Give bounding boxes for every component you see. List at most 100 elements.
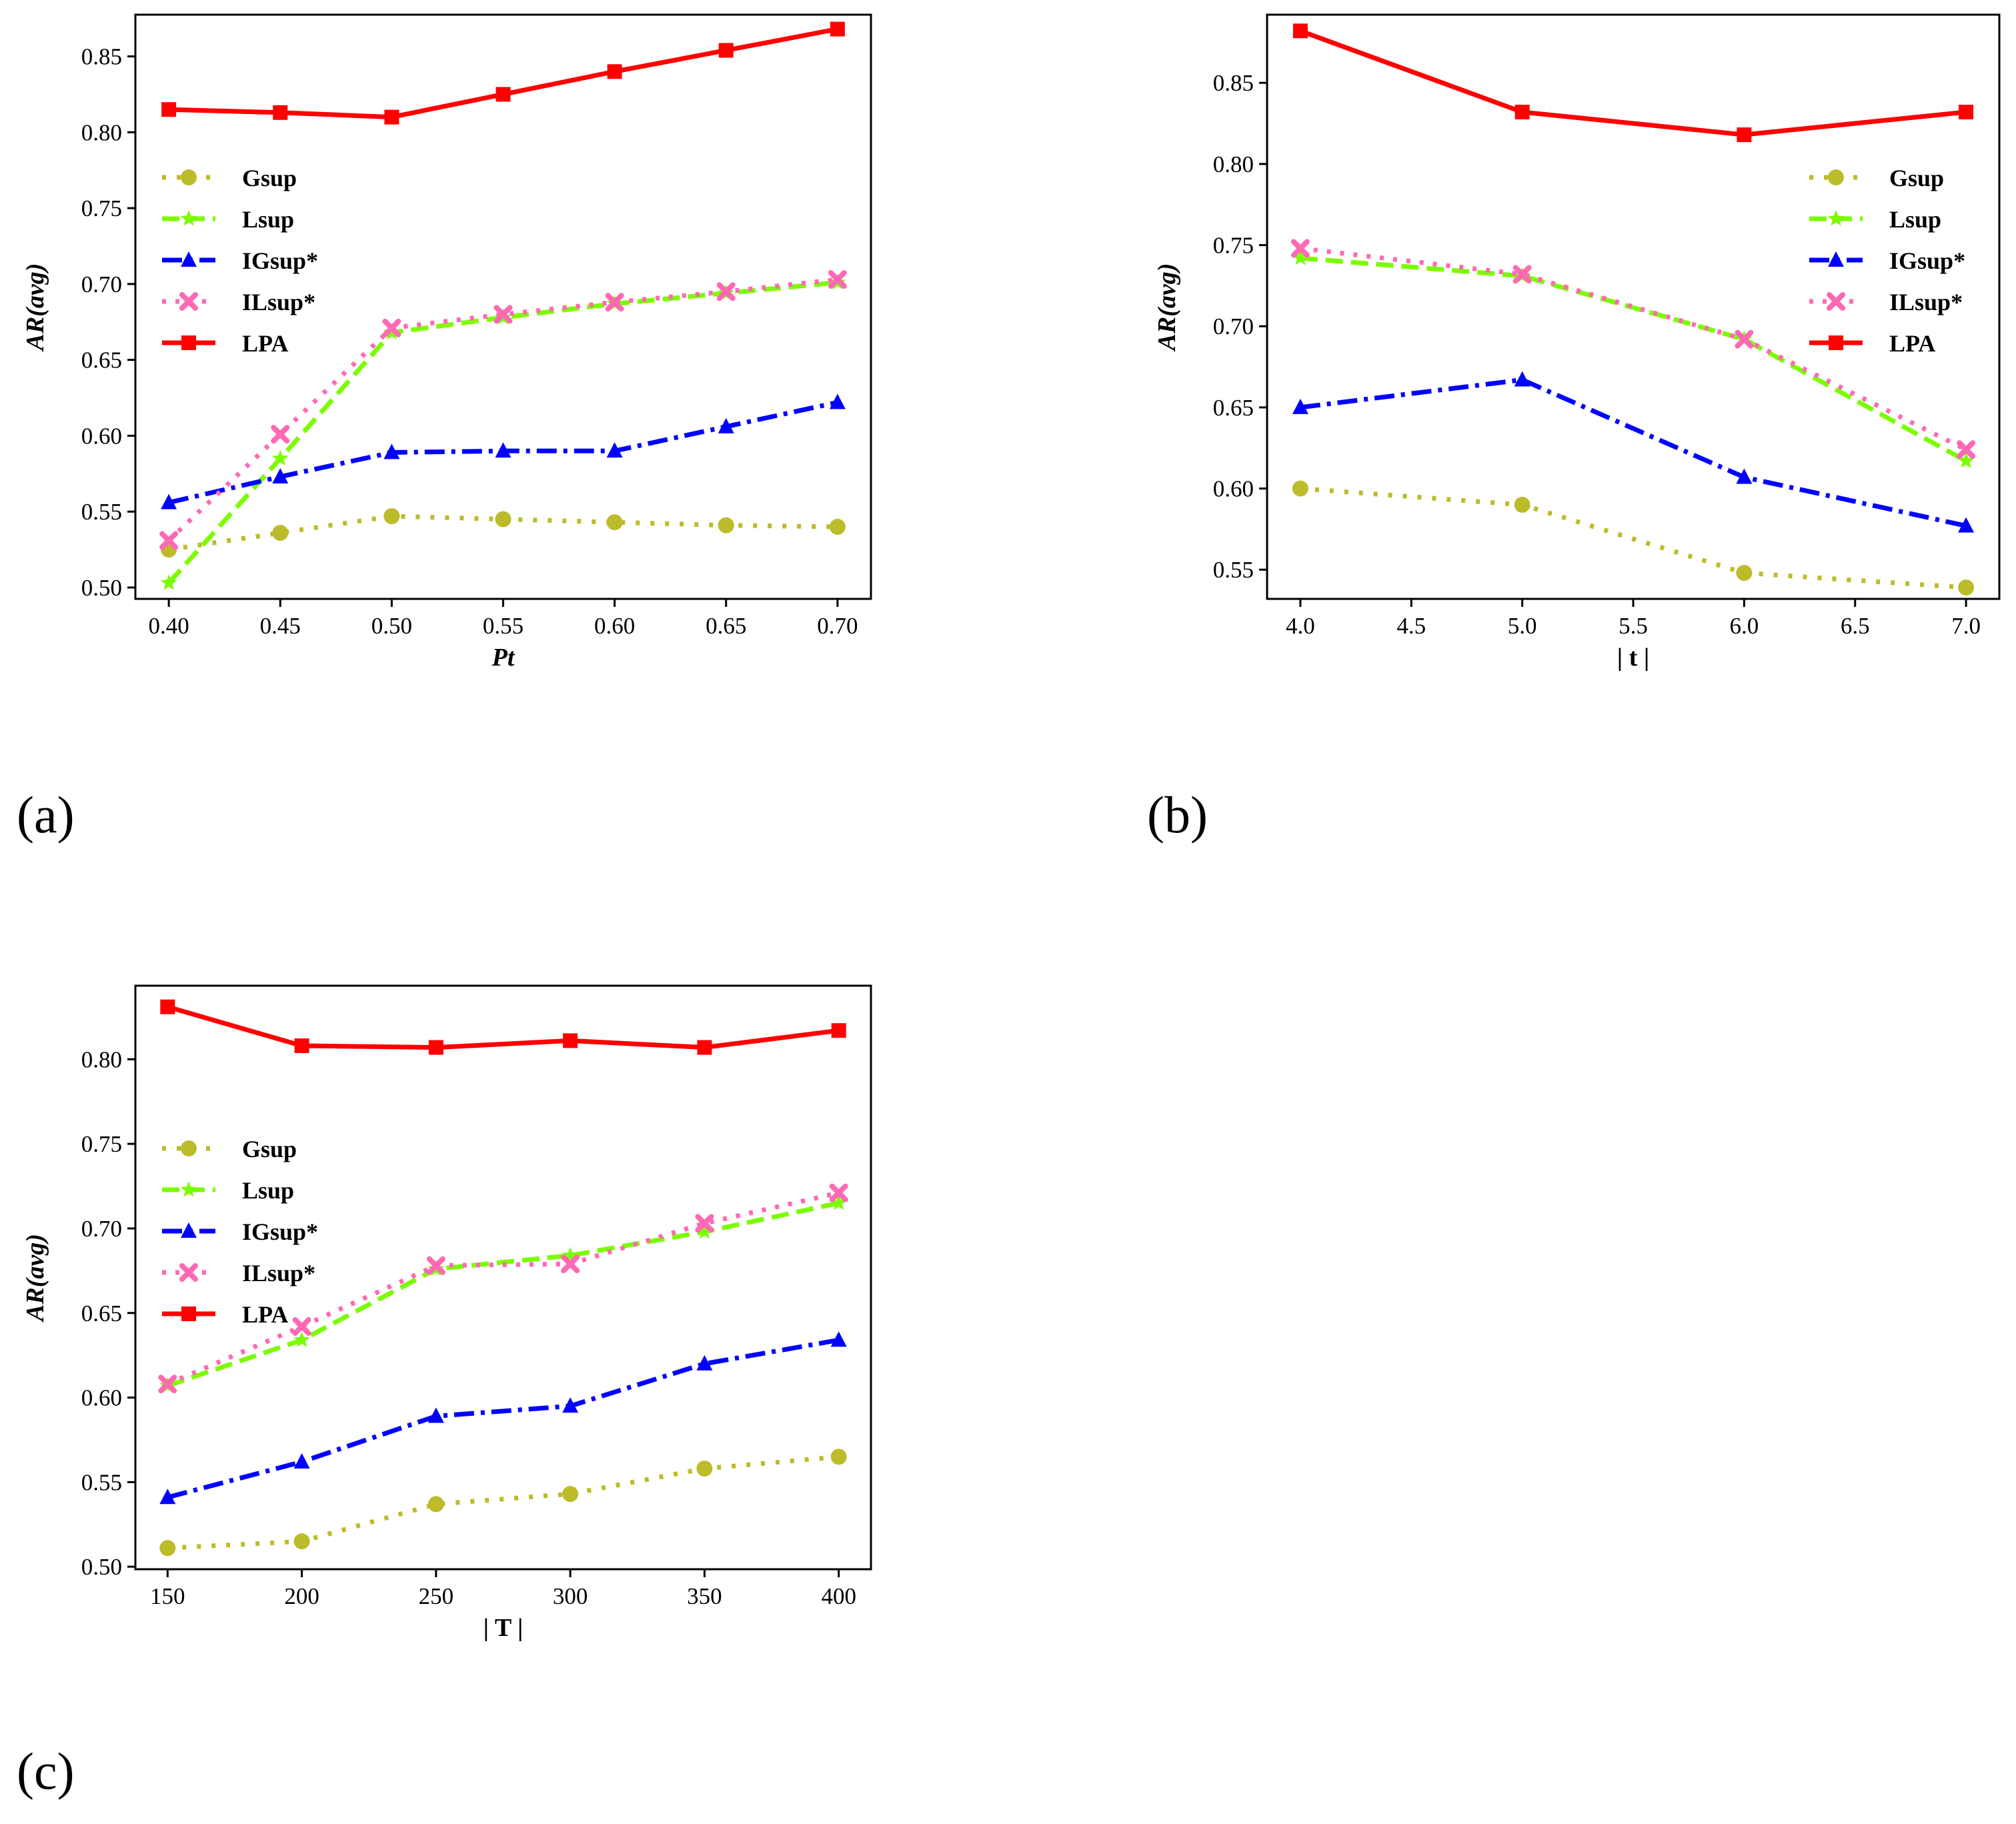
data-point-lpa [428,1040,443,1055]
legend-item-lpa: LPA [1809,330,1935,357]
legend-label: ILsup* [242,289,315,315]
legend-label: IGsup* [1889,247,1965,274]
legend-item-gsup: Gsup [1809,165,1944,191]
data-point-lsup [160,574,177,590]
data-point-lpa [161,102,177,117]
plot-frame [134,984,872,1571]
y-tick-label: 0.80 [81,1046,122,1072]
data-point-igsup-star [1292,398,1308,414]
data-point-ilsup-star [1290,239,1310,258]
series-line-lsup [167,280,838,585]
data-point-igsup-star [383,443,400,460]
data-point-gsup [495,511,512,528]
legend-marker [181,169,197,185]
data-point-ilsup-star [493,305,513,324]
y-axis-label: AR(avg) [1153,263,1181,352]
data-point-ilsup-star [292,1317,311,1336]
x-tick-label: 5.0 [1508,613,1537,639]
series-lpa [160,999,846,1055]
legend-label: Lsup [242,1177,294,1204]
legend-marker [179,292,198,311]
series-line-igsup-star [167,1337,840,1500]
data-point-ilsup-star [271,425,290,444]
x-tick-label: 400 [821,1583,856,1609]
x-tick-label: 7.0 [1951,613,1981,639]
chart-a: 0.40 0.45 0.50 0.55 0.60 0.65 0.70 0.50 0.55 0.60… [21,13,872,672]
series-igsup-star [1292,371,1975,533]
x-tick-label: 150 [150,1583,185,1609]
x-tick-label: 350 [687,1583,722,1609]
data-point-igsup-star [1514,371,1531,387]
series-line-gsup [167,1454,839,1551]
series-line-lpa [166,27,840,120]
legend-label: Gsup [1889,165,1944,191]
legend-label: Lsup [1889,206,1941,233]
data-point-igsup-star [606,442,623,458]
series-igsup-star [161,393,846,510]
legend-marker [181,335,196,350]
data-point-lpa [294,1038,309,1054]
x-tick-label: 0.50 [371,613,412,639]
data-point-igsup-star [696,1354,713,1371]
series-line-lsup [1300,255,1967,464]
legend-marker [181,1306,196,1321]
chart-c: 150 200 250 300 350 400 0.50 0.55 0.60 0.65 0.70 0.… [21,984,872,1642]
y-tick-label: 0.85 [81,44,122,70]
data-point-lsup [830,1194,848,1210]
legend-item-lsup: Lsup [162,206,294,233]
legend-item-igsup-star: IGsup* [1809,247,1965,274]
legend-marker [1827,210,1845,226]
data-point-lsup [696,1223,713,1239]
series-line-ilsup-star [166,1190,840,1387]
legend-item-lpa: LPA [162,330,288,357]
legend-marker [179,1263,198,1282]
data-point-gsup [383,508,400,524]
y-axis-label: AR(avg) [21,1234,49,1322]
x-axis-label: | T | [483,1614,524,1642]
y-tick-label: 0.55 [81,1469,122,1495]
data-point-ilsup-star [605,293,624,312]
data-point-gsup [427,1496,444,1513]
data-point-igsup-star [495,442,512,458]
data-point-lpa [273,105,288,120]
data-point-igsup-star [161,494,177,510]
legend-item-lsup: Lsup [1809,206,1941,233]
data-point-ilsup-star [159,531,179,550]
legend-marker [181,1140,197,1156]
legend-label: IGsup* [242,1218,318,1245]
data-point-lpa [1959,105,1974,119]
data-point-ilsup-star [828,270,847,289]
legend-label: Lsup [242,206,294,233]
y-tick-label: 0.55 [81,499,122,525]
data-point-igsup-star [427,1407,444,1423]
legend-item-ilsup-star: ILsup* [162,289,315,315]
data-point-lpa [495,87,511,102]
data-point-ilsup-star [716,282,736,301]
data-point-lsup [1292,249,1309,265]
data-point-lpa [1515,105,1530,119]
y-tick-label: 0.75 [81,1131,122,1157]
x-tick-label: 0.65 [706,613,746,639]
legend-item-igsup-star: IGsup* [162,247,318,274]
data-point-lpa [384,109,399,125]
series-gsup [1292,480,1975,596]
legend-item-ilsup-star: ILsup* [162,1260,315,1286]
y-tick-label: 0.50 [81,1554,122,1580]
series-line-gsup [1300,486,1967,590]
legend-item-gsup: Gsup [162,165,297,191]
legend-label: LPA [1889,330,1935,357]
legend-label: LPA [242,330,288,357]
data-point-igsup-star [718,417,734,433]
y-tick-label: 0.65 [81,347,122,373]
legend-marker [1828,251,1844,267]
data-point-gsup [293,1533,310,1550]
legend-item-gsup: Gsup [162,1136,297,1162]
data-point-lpa [830,21,845,37]
series-gsup [159,1449,847,1557]
data-point-gsup [272,525,289,542]
chart-b: 4.0 4.5 5.0 5.5 6.0 6.5 7.0 0.55 0.60 0.65 0.70 0.7… [1153,13,2001,672]
series-line-lsup [167,1200,840,1389]
y-tick-label: 0.50 [81,575,122,601]
